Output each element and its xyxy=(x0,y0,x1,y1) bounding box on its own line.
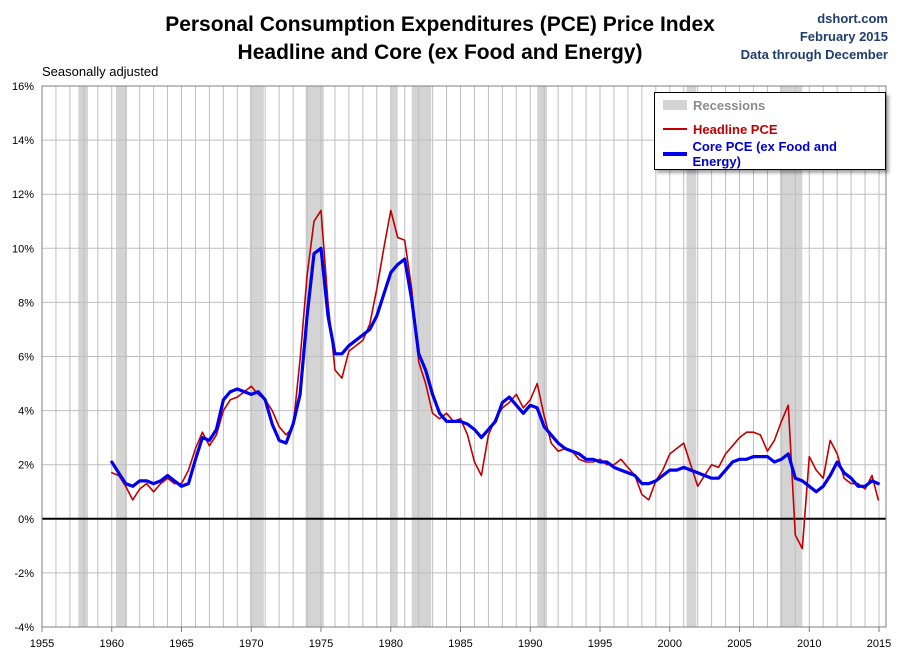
x-tick-label: 2005 xyxy=(727,638,751,650)
x-tick-label: 1960 xyxy=(100,638,124,650)
legend-label-recessions: Recessions xyxy=(693,97,766,113)
recession-swatch xyxy=(663,100,687,110)
y-tick-label: 12% xyxy=(12,189,34,201)
x-tick-label: 1965 xyxy=(169,638,193,650)
x-tick-label: 1980 xyxy=(379,638,403,650)
y-tick-label: 0% xyxy=(18,514,34,526)
series-lines xyxy=(110,209,880,550)
legend-item-core: Core PCE (ex Food and Energy) xyxy=(663,139,885,169)
legend-item-headline: Headline PCE xyxy=(663,119,778,139)
y-tick-label: 14% xyxy=(12,135,34,147)
chart-title-line1: Personal Consumption Expenditures (PCE) … xyxy=(165,13,715,36)
x-tick-label: 2000 xyxy=(658,638,682,650)
credit-site: dshort.com xyxy=(817,11,888,26)
x-tick-label: 1985 xyxy=(448,638,472,650)
legend-item-recessions: Recessions xyxy=(663,95,765,115)
chart-title-line2: Headline and Core (ex Food and Energy) xyxy=(237,41,643,64)
y-tick-label: 8% xyxy=(18,297,34,309)
headline-pce-line xyxy=(111,209,880,550)
x-tick-label: 1995 xyxy=(588,638,612,650)
seasonally-adjusted-note: Seasonally adjusted xyxy=(42,64,159,79)
y-tick-label: 16% xyxy=(12,81,34,93)
x-axis-ticks: 1955 1960 1965 1970 1975 1980 1985 1990 1995 2000… xyxy=(30,627,891,650)
y-tick-label: -2% xyxy=(14,568,34,580)
x-tick-label: 1955 xyxy=(30,638,54,650)
core-swatch xyxy=(663,152,687,156)
y-tick-label: 6% xyxy=(18,352,34,364)
legend-label-core: Core PCE (ex Food and Energy) xyxy=(692,139,837,169)
y-tick-label: -4% xyxy=(14,622,34,634)
plot-frame xyxy=(41,85,887,628)
y-axis-ticks: -4% -2% 0% 2% 4% 6% 8% 10% 12% 14% 16% xyxy=(12,81,34,634)
credit-data-through: Data through December xyxy=(740,47,888,62)
headline-swatch xyxy=(663,128,687,130)
x-tick-label: 1970 xyxy=(239,638,263,650)
y-tick-label: 4% xyxy=(18,406,34,418)
x-tick-label: 2010 xyxy=(797,638,821,650)
y-tick-label: 2% xyxy=(18,460,34,472)
chart-legend: Recessions Headline PCE Core PCE (ex Foo… xyxy=(654,92,886,170)
x-tick-label: 1990 xyxy=(518,638,542,650)
credit-date: February 2015 xyxy=(799,29,888,44)
core-pce-line xyxy=(110,246,880,494)
y-tick-label: 10% xyxy=(12,243,34,255)
x-tick-label: 1975 xyxy=(309,638,333,650)
x-tick-label: 2015 xyxy=(867,638,891,650)
legend-label-headline: Headline PCE xyxy=(693,121,778,137)
